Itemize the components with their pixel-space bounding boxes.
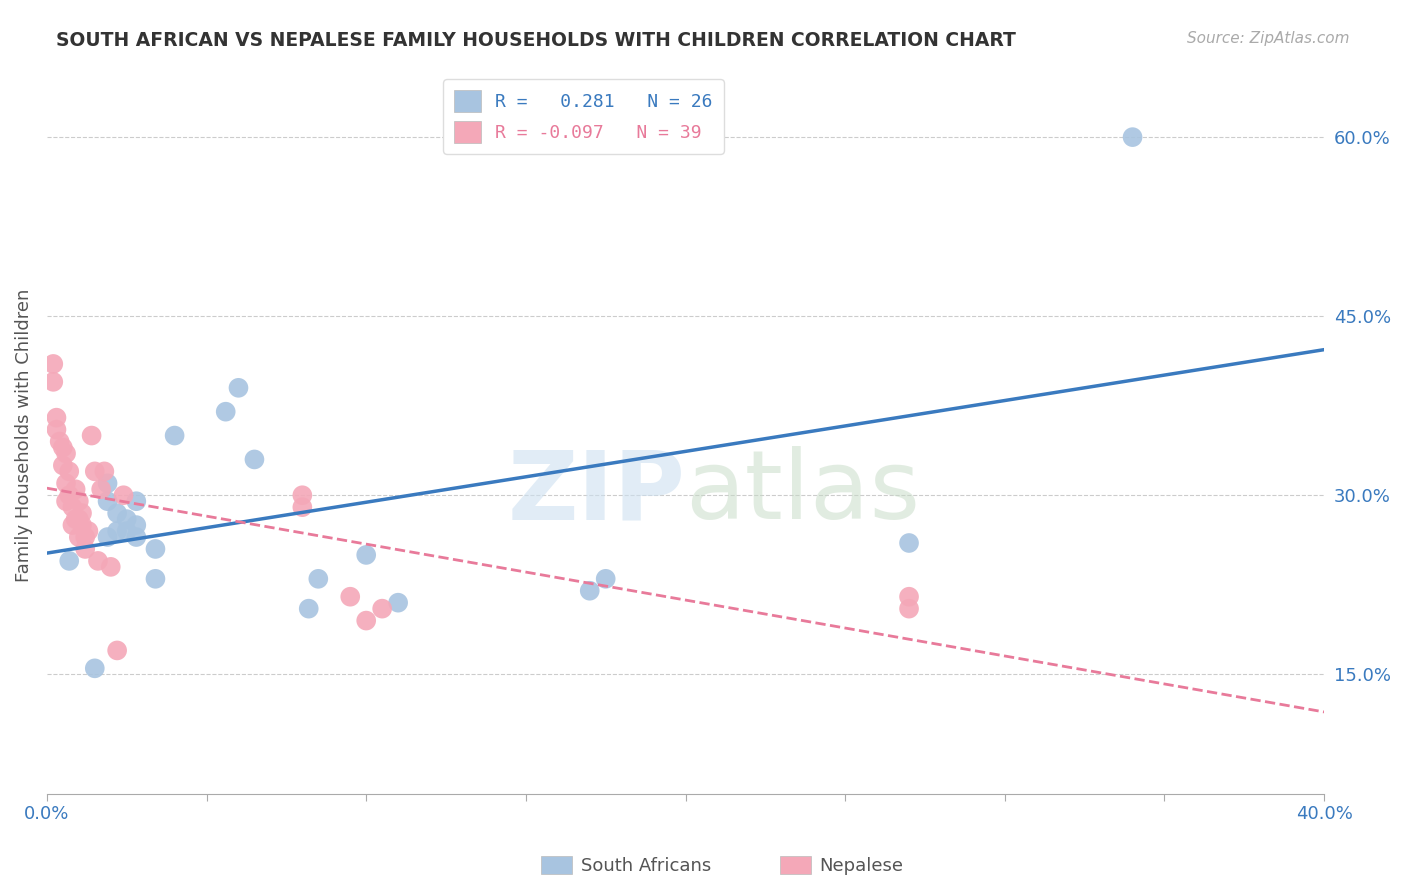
Point: [45, 410, 67, 425]
Point: [45, 423, 67, 437]
Text: SOUTH AFRICAN VS NEPALESE FAMILY HOUSEHOLDS WITH CHILDREN CORRELATION CHART: SOUTH AFRICAN VS NEPALESE FAMILY HOUSEHO…: [56, 31, 1017, 50]
Point: [125, 530, 148, 544]
Point: [105, 524, 128, 538]
Point: [96, 494, 118, 508]
Point: [83, 464, 105, 478]
Point: [163, 428, 186, 442]
Point: [55, 494, 77, 508]
Point: [595, 572, 617, 586]
Point: [67, 512, 90, 526]
Point: [67, 494, 90, 508]
Text: atlas: atlas: [686, 446, 921, 540]
Point: [387, 596, 409, 610]
Point: [100, 560, 122, 574]
Text: Nepalese: Nepalese: [820, 857, 904, 875]
Legend: R =   0.281   N = 26, R = -0.097   N = 39: R = 0.281 N = 26, R = -0.097 N = 39: [443, 79, 724, 154]
Point: [93, 464, 115, 478]
Point: [898, 601, 921, 615]
Point: [52, 441, 75, 455]
Point: [215, 405, 238, 419]
Point: [105, 643, 128, 657]
Point: [291, 488, 314, 502]
Point: [77, 524, 100, 538]
Point: [75, 541, 97, 556]
Point: [48, 434, 70, 449]
Point: [70, 518, 93, 533]
Y-axis label: Family Households with Children: Family Households with Children: [15, 289, 32, 582]
Point: [898, 590, 921, 604]
Point: [291, 500, 314, 515]
Point: [58, 554, 80, 568]
Point: [354, 614, 377, 628]
Point: [243, 452, 266, 467]
Point: [70, 506, 93, 520]
Point: [87, 554, 110, 568]
Point: [62, 500, 84, 515]
Point: [307, 572, 329, 586]
Point: [125, 494, 148, 508]
Point: [55, 446, 77, 460]
Point: [55, 476, 77, 491]
Point: [145, 541, 167, 556]
Point: [80, 428, 103, 442]
Point: [112, 488, 135, 502]
Point: [58, 488, 80, 502]
Text: South Africans: South Africans: [581, 857, 711, 875]
Text: Source: ZipAtlas.com: Source: ZipAtlas.com: [1187, 31, 1350, 46]
Point: [578, 583, 600, 598]
Point: [1122, 130, 1144, 145]
Point: [105, 506, 128, 520]
Point: [96, 530, 118, 544]
Point: [58, 464, 80, 478]
Point: [65, 483, 87, 497]
Point: [339, 590, 361, 604]
Point: [96, 476, 118, 491]
Point: [115, 512, 138, 526]
Point: [125, 518, 148, 533]
Text: ZIP: ZIP: [508, 446, 686, 540]
Point: [83, 661, 105, 675]
Point: [898, 536, 921, 550]
Point: [228, 381, 250, 395]
Point: [62, 518, 84, 533]
Point: [90, 483, 112, 497]
Point: [371, 601, 394, 615]
Point: [42, 357, 65, 371]
Point: [65, 512, 87, 526]
Point: [52, 458, 75, 473]
Point: [42, 375, 65, 389]
Point: [115, 524, 138, 538]
Point: [75, 530, 97, 544]
Point: [354, 548, 377, 562]
Point: [145, 572, 167, 586]
Point: [67, 530, 90, 544]
Point: [298, 601, 321, 615]
